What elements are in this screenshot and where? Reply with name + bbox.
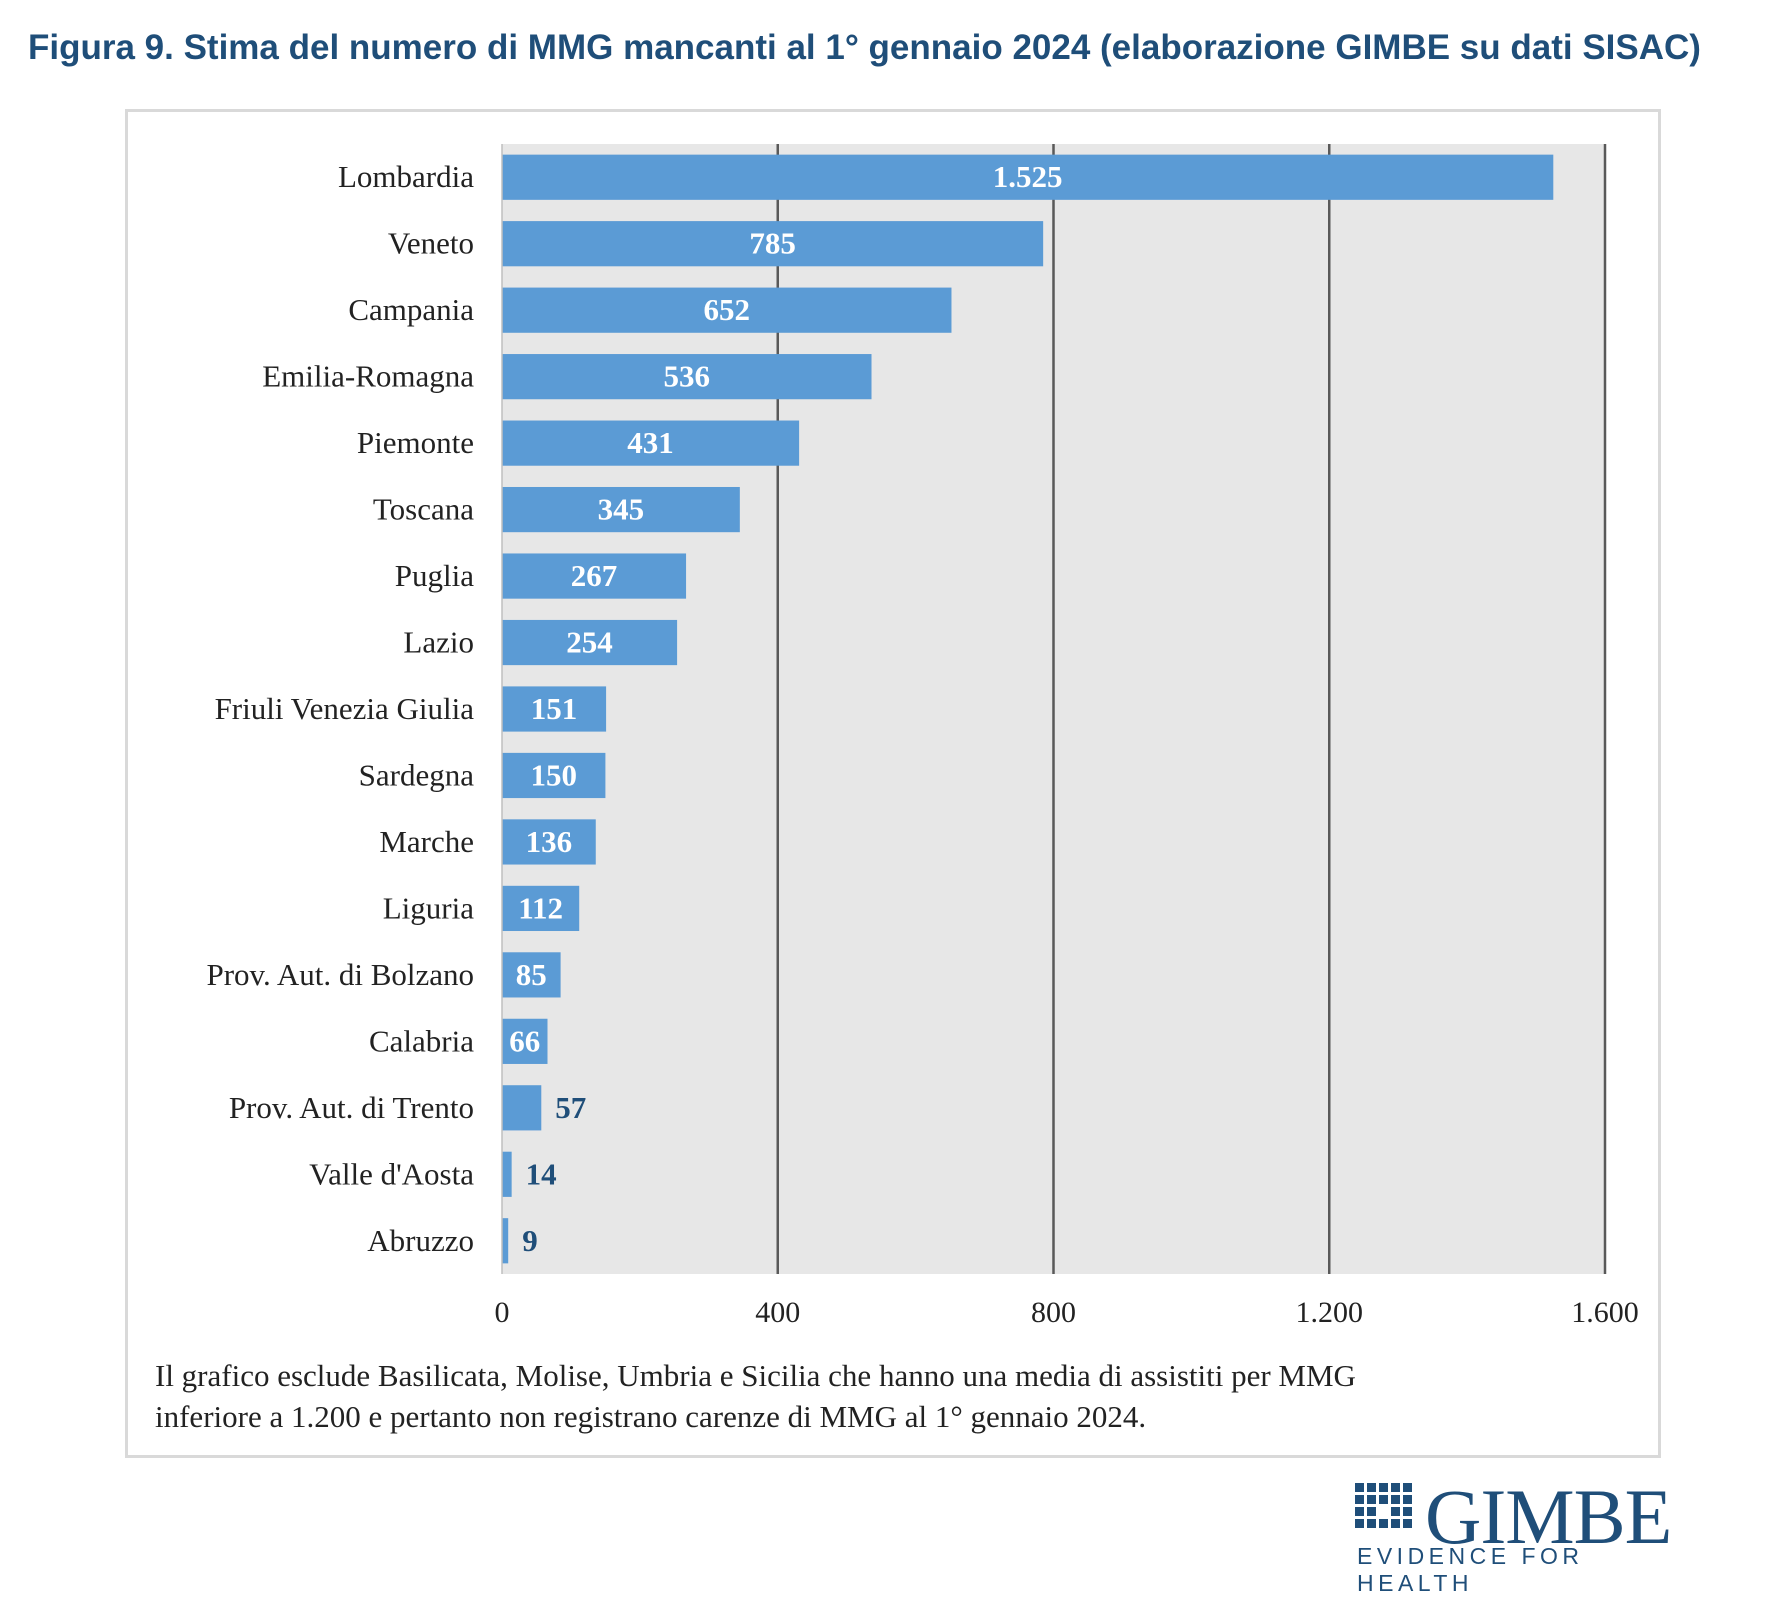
note-line-2: inferiore a 1.200 e pertanto non registr… xyxy=(155,1399,1147,1434)
value-label: 9 xyxy=(522,1223,538,1258)
category-label: Lazio xyxy=(403,625,474,660)
bar xyxy=(502,1218,509,1264)
value-label: 431 xyxy=(627,425,674,460)
bar xyxy=(502,1151,512,1197)
category-label: Campania xyxy=(348,292,474,327)
bar xyxy=(502,885,580,932)
bar xyxy=(502,819,596,865)
value-label: 57 xyxy=(555,1090,586,1125)
bar xyxy=(502,619,678,666)
value-label: 85 xyxy=(516,957,547,992)
x-tick-label: 1.600 xyxy=(1571,1296,1639,1329)
category-label: Friuli Venezia Giulia xyxy=(215,691,475,726)
x-tick-label: 0 xyxy=(495,1296,510,1329)
value-label: 151 xyxy=(531,691,578,726)
bar xyxy=(502,354,872,400)
x-tick-label: 1.200 xyxy=(1296,1296,1364,1329)
value-label: 254 xyxy=(566,625,613,660)
category-label: Veneto xyxy=(388,226,474,261)
category-label: Calabria xyxy=(369,1023,474,1058)
category-label: Puglia xyxy=(395,558,474,593)
value-label: 345 xyxy=(598,492,645,527)
bar xyxy=(502,752,606,799)
category-label: Prov. Aut. di Bolzano xyxy=(206,957,474,992)
bar xyxy=(502,686,607,732)
bar xyxy=(502,221,1044,267)
category-label: Liguria xyxy=(383,890,474,925)
bar-chart: 0 400 800 1.200 1.600 Lombardia 1.525 Veneto 785… xyxy=(206,144,1639,1329)
logo-name: GIMBE xyxy=(1425,1473,1672,1560)
bar xyxy=(502,1085,542,1131)
gimbe-logo: GIMBE EVIDENCE FOR HEALTH xyxy=(1355,1473,1672,1596)
x-tick-label: 400 xyxy=(755,1296,800,1329)
value-label: 652 xyxy=(703,292,750,327)
figure-title: Figura 9. Stima del numero di MMG mancan… xyxy=(28,28,1701,67)
bar xyxy=(502,952,561,998)
bar xyxy=(502,1018,548,1064)
category-label: Abruzzo xyxy=(367,1223,474,1258)
chart-frame: 0 400 800 1.200 1.600 Lombardia 1.525 Veneto 785… xyxy=(125,109,1661,1458)
x-tick-label: 800 xyxy=(1031,1296,1076,1329)
bar xyxy=(502,287,952,333)
value-label: 14 xyxy=(526,1156,557,1191)
value-label: 66 xyxy=(509,1023,540,1058)
value-label: 1.525 xyxy=(993,159,1063,194)
note-line-1: Il grafico esclude Basilicata, Molise, U… xyxy=(155,1358,1356,1393)
value-label: 536 xyxy=(664,359,711,394)
bar xyxy=(502,486,740,533)
bar xyxy=(502,420,800,466)
category-label: Piemonte xyxy=(357,425,474,460)
value-label: 267 xyxy=(571,558,618,593)
bar xyxy=(502,154,1554,200)
category-label: Emilia-Romagna xyxy=(262,359,474,394)
value-label: 785 xyxy=(749,226,796,261)
category-label: Prov. Aut. di Trento xyxy=(229,1090,474,1125)
bar xyxy=(502,553,687,599)
category-label: Toscana xyxy=(373,492,474,527)
category-label: Lombardia xyxy=(338,159,474,194)
value-label: 112 xyxy=(518,890,563,925)
value-label: 150 xyxy=(530,757,577,792)
category-label: Marche xyxy=(379,824,474,859)
category-label: Valle d'Aosta xyxy=(309,1156,474,1191)
category-label: Sardegna xyxy=(359,757,475,792)
value-label: 136 xyxy=(526,824,573,859)
logo-tagline: EVIDENCE FOR HEALTH xyxy=(1357,1543,1584,1596)
chart-note: Il grafico esclude Basilicata, Molise, U… xyxy=(155,1355,1635,1437)
gimbe-grid-icon xyxy=(1355,1483,1412,1528)
